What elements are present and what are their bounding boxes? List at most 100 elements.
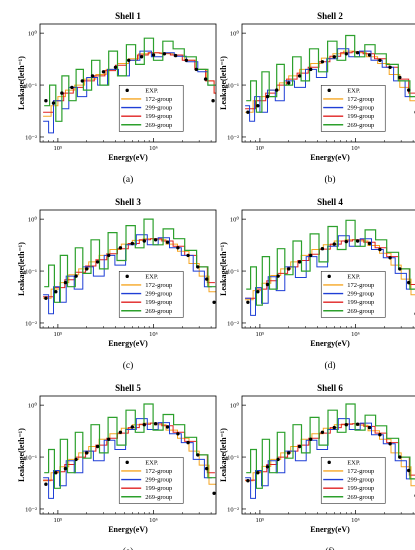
plot-frame [39,395,217,515]
y-axis-label: Leakage(leth⁻¹) [219,242,228,296]
panel-caption: (d) [324,360,335,371]
exp-data-point [388,442,392,446]
exp-data-point [265,282,270,287]
legend-marker [327,88,331,93]
exp-data-point [355,51,360,55]
legend-marker [327,460,331,465]
series-line-269group [246,403,415,489]
legend-label: EXP. [347,273,361,280]
chart-panel-4: Shell 4 10⁵ 10⁶ 10⁻² 10⁻¹ 10⁰ Energy(eV) Leakag… [219,197,415,371]
plot-frame [241,23,415,143]
exp-data-point [367,425,372,430]
exp-data-point [95,444,100,449]
exp-data-point [309,67,313,72]
series-line-269group [246,34,415,113]
exp-data-point [297,260,302,264]
exp-data-point [153,238,158,242]
exp-data-point [51,101,56,105]
legend-label: EXP. [145,459,159,466]
legend-marker [327,274,331,279]
x-tick-label: 10⁶ [351,331,360,338]
exp-data-point [173,53,178,58]
legend-label: EXP. [145,273,159,280]
legend-label: EXP. [347,87,361,94]
exp-data-point [407,88,411,92]
exp-data-point [85,267,89,271]
y-tick-label: 10⁻¹ [25,269,37,276]
chart-title: Shell 3 [115,197,141,207]
exp-data-point [205,466,209,471]
x-tick-label: 10⁵ [256,331,265,338]
legend-marker [125,88,129,93]
legend-label: 299-group [145,105,172,112]
exp-data-point [398,455,402,459]
exp-data-point [355,422,360,426]
legend-box [320,457,386,504]
series-line-269group [44,218,216,303]
exp-data-point [344,52,348,56]
legend-label: 299-group [145,291,172,298]
exp-data-point [113,65,118,70]
exp-data-point [80,79,85,83]
exp-data-point [407,280,411,285]
exp-data-point [63,280,68,285]
legend-label: 299-group [347,105,374,112]
plot-frame [241,209,415,329]
panel-caption: (e) [123,546,134,550]
legend-label: 269-group [145,122,172,129]
y-axis-label: Leakage(leth⁻¹) [17,56,26,110]
legend-label: 269-group [145,308,172,315]
legend-marker [125,274,129,279]
exp-data-point [165,240,170,244]
legend-label: EXP. [145,87,159,94]
x-tick-label: 10⁵ [54,517,63,524]
y-tick-label: 10⁻² [227,320,239,327]
x-tick-label: 10⁵ [54,331,63,338]
y-tick-label: 10⁰ [28,30,38,38]
exp-data-point [44,482,48,486]
x-tick-label: 10⁶ [149,331,158,338]
series-line-172group [245,423,415,487]
legend-label: 269-group [347,494,374,501]
exp-data-point [127,58,131,62]
legend-label: 199-group [347,299,374,306]
legend-label: 172-group [145,468,172,475]
chart-panel-3: Shell 3 10⁵ 10⁶ 10⁻² 10⁻¹ 10⁰ Energy(eV) Leakag… [17,197,217,371]
x-axis-label: Energy(eV) [310,153,350,162]
exp-data-point [332,425,336,430]
exp-data-point [276,457,280,462]
x-axis-label: Energy(eV) [310,525,350,534]
exp-data-point [332,55,336,59]
legend-label: 172-group [145,96,172,103]
legend-label: EXP. [347,459,361,466]
x-tick-label: 10⁵ [54,145,63,152]
chart-title: Shell 2 [317,11,343,21]
exp-data-point [184,58,188,62]
y-tick-label: 10⁻¹ [227,83,239,90]
chart-title: Shell 5 [115,383,141,393]
plot-frame [39,209,217,329]
series-line-299group [43,234,212,315]
exp-data-point [90,74,95,78]
series-line-299group [245,48,413,122]
exp-data-point [378,58,382,62]
legend-label: 172-group [347,282,374,289]
exp-data-point [320,247,325,251]
y-tick-label: 10⁻² [25,506,37,513]
exp-data-point [101,70,106,74]
exp-data-point [85,451,89,455]
chart-title: Shell 4 [317,197,343,207]
exp-data-point [265,94,270,99]
exp-data-point [196,453,200,457]
exp-data-point [70,85,74,90]
exp-data-point [107,253,111,258]
legend-label: 199-group [145,113,172,120]
series-line-269group [44,37,216,122]
exp-data-point [309,253,313,258]
exp-data-point [256,290,260,294]
exp-data-point [398,75,402,80]
